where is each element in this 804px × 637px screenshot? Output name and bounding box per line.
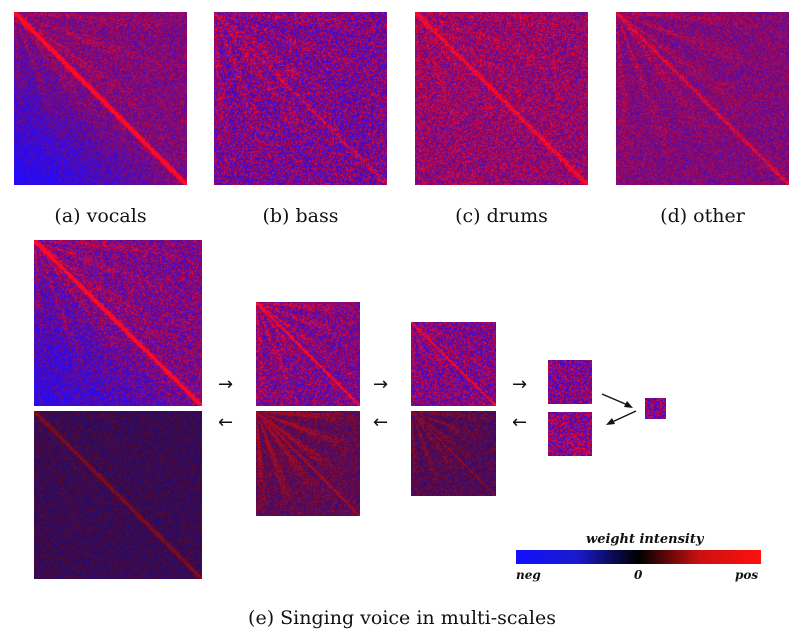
heatmap-scale2-encoder: [256, 302, 360, 406]
arrow-right-2: →: [373, 374, 389, 395]
heatmap-bass: [214, 12, 387, 185]
heatmap-scale3-decoder: [411, 411, 496, 496]
legend-zero-label: 0: [634, 568, 643, 582]
heatmap-drums: [415, 12, 588, 185]
caption-multiscale: (e) Singing voice in multi-scales: [248, 607, 556, 629]
caption-bass: (b) bass: [262, 205, 339, 227]
heatmap-scale1-decoder: [34, 411, 202, 579]
heatmap-scale2-decoder: [256, 411, 360, 516]
arrow-left-1: ←: [218, 412, 234, 433]
legend-title: weight intensity: [586, 532, 704, 547]
heatmap-scale4-encoder: [548, 360, 592, 404]
caption-drums: (c) drums: [455, 205, 548, 227]
legend-colorbar: [516, 550, 761, 564]
arrow-right-1: →: [218, 374, 234, 395]
arrow-left-3: ←: [512, 412, 528, 433]
heatmap-vocals: [14, 12, 187, 185]
heatmap-scale4-decoder: [548, 412, 592, 456]
arrow-left-2: ←: [373, 412, 389, 433]
heatmap-bottleneck: [645, 398, 666, 419]
caption-vocals: (a) vocals: [54, 205, 147, 227]
heatmap-scale3-encoder: [411, 322, 496, 406]
heatmap-other: [616, 12, 789, 185]
arrow-right-3: →: [512, 374, 528, 395]
arrow-diagonal-up: [606, 410, 637, 425]
arrow-diagonal-down: [601, 393, 633, 408]
legend-neg-label: neg: [516, 568, 541, 582]
heatmap-scale1-encoder: [34, 240, 202, 406]
legend-pos-label: pos: [735, 568, 759, 582]
caption-other: (d) other: [660, 205, 745, 227]
